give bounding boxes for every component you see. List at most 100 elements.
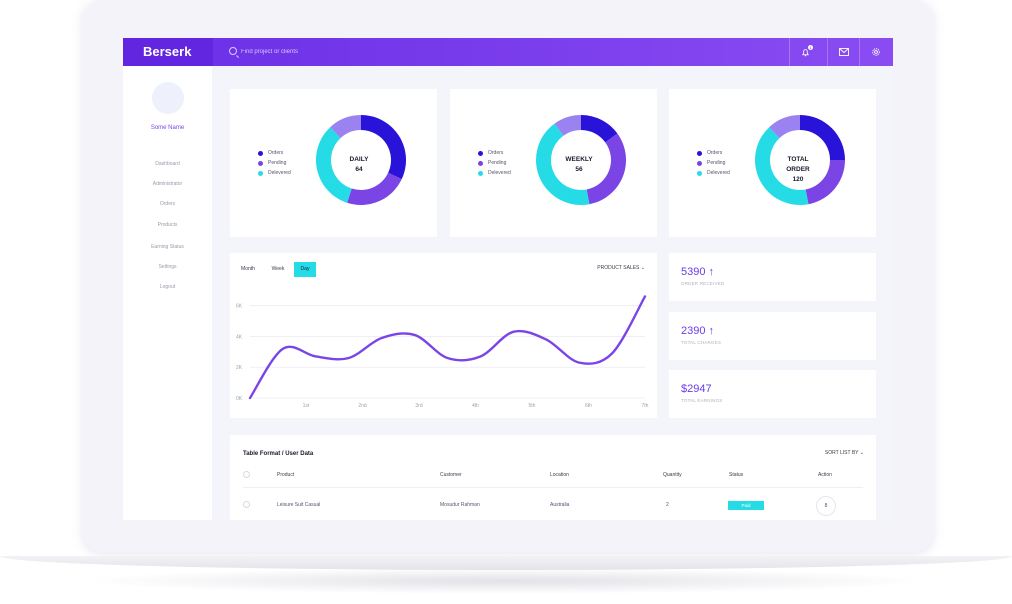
donut-slice-other xyxy=(330,115,362,139)
mail-icon xyxy=(838,48,849,56)
legend-item-delivered: Delevered xyxy=(697,168,730,178)
column-header-product[interactable]: Product xyxy=(277,472,295,478)
x-tick-label: 1st xyxy=(303,403,310,409)
donut-slice-delevered xyxy=(316,127,352,203)
donut-center-label: TOTAL ORDER 120 xyxy=(775,155,821,185)
legend-label: Orders xyxy=(268,150,284,156)
select-all-checkbox[interactable] xyxy=(243,471,250,478)
avatar[interactable] xyxy=(152,82,184,114)
sidebar-item-orders[interactable]: Orders xyxy=(159,201,176,207)
cell-customer: Mosudur Rahman xyxy=(440,502,480,508)
donut-slice-delevered xyxy=(755,127,809,205)
line-chart: 0K 2K 4K 6K 1st 2nd 3rd 4th 5th 6th 7th xyxy=(236,295,649,409)
legend-item-orders: Orders xyxy=(478,148,511,158)
legend-dot xyxy=(697,150,702,156)
sidebar-item-settings[interactable]: Settings xyxy=(158,264,177,270)
donut-chart-weekly xyxy=(536,115,626,205)
cell-quantity: 2 xyxy=(666,502,669,508)
sales-chart-card: Month Week Day PRODUCT SALES ⌄ 0K 2K 4K 6K 1… xyxy=(230,253,657,418)
donut-legend: Orders Pending Delevered xyxy=(478,148,511,178)
donut-slice-pending xyxy=(586,133,626,205)
stat-label: TOTAL EARNINGS xyxy=(681,398,723,403)
donut-slice-orders xyxy=(800,115,845,161)
legend-label: Orders xyxy=(707,150,723,156)
x-tick-label: 5th xyxy=(529,403,536,409)
donut-center-label: WEEKLY 56 xyxy=(556,155,602,175)
dropdown-label: PRODUCT SALES xyxy=(597,265,640,271)
stat-number: 5390 xyxy=(681,266,706,278)
tab-month[interactable]: Month xyxy=(241,266,255,272)
donut-legend: Orders Pending Delevered xyxy=(258,148,291,178)
sidebar-item-dashboard[interactable]: Dashboard xyxy=(155,161,180,167)
legend-item-orders: Orders xyxy=(697,148,730,158)
top-bar: Berserk 1 xyxy=(123,38,893,66)
legend-dot xyxy=(258,160,263,166)
stat-value: 5390 ↑ xyxy=(681,266,714,278)
gear-icon xyxy=(871,48,880,56)
legend-dot xyxy=(478,150,483,156)
user-name[interactable]: Some Name xyxy=(150,125,185,131)
sidebar-item-products[interactable]: Products xyxy=(157,222,178,228)
sidebar-item-administrator[interactable]: Administrator xyxy=(152,181,183,187)
donut-slice-other xyxy=(554,115,582,136)
product-sales-dropdown[interactable]: PRODUCT SALES ⌄ xyxy=(597,265,645,271)
donut-chart-daily xyxy=(316,115,406,205)
legend-dot xyxy=(697,160,702,166)
dashboard-screen: Berserk 1 xyxy=(123,38,893,520)
donut-card-weekly: Orders Pending Delevered WEEKLY 56 xyxy=(450,89,657,237)
legend-label: Pending xyxy=(268,160,287,166)
donut-slice-pending xyxy=(347,172,402,205)
cell-product: Leisure Suit Casual xyxy=(277,502,321,508)
donut-center-label: DAILY 64 xyxy=(336,155,382,175)
y-tick-label: 6K xyxy=(236,304,243,310)
brand-logo[interactable]: Berserk xyxy=(123,38,213,66)
chevron-down-icon: ⌄ xyxy=(859,450,864,456)
cell-location: Australia xyxy=(550,502,570,508)
stat-label: TOTAL CHARGES xyxy=(681,340,722,345)
chevron-down-icon: ⌄ xyxy=(640,265,645,271)
sort-list-dropdown[interactable]: SORT LIST BY ⌄ xyxy=(825,450,864,456)
legend-label: Delevered xyxy=(268,170,291,176)
donut-title: TOTAL ORDER xyxy=(786,156,810,173)
mail-button[interactable] xyxy=(827,38,859,66)
column-header-customer[interactable]: Customer xyxy=(440,472,462,478)
donut-chart-total-order xyxy=(755,115,845,205)
tab-day[interactable]: Day xyxy=(294,262,316,277)
sidebar-item-earning-status[interactable]: Earning Status xyxy=(151,244,184,250)
legend-label: Orders xyxy=(488,150,504,156)
row-action-button[interactable]: 8 xyxy=(816,496,836,516)
column-header-status[interactable]: Status xyxy=(729,472,744,478)
y-tick-label: 2K xyxy=(236,365,243,371)
legend-label: Pending xyxy=(707,160,726,166)
sidebar: Some Name Dashboard Administrator Orders… xyxy=(123,66,212,520)
donut-slice-pending xyxy=(805,160,845,205)
legend-dot xyxy=(478,170,483,176)
search-input[interactable] xyxy=(241,44,541,60)
stat-number: 2390 xyxy=(681,325,706,337)
row-checkbox[interactable] xyxy=(243,501,250,508)
legend-label: Delevered xyxy=(707,170,730,176)
tab-week[interactable]: Week xyxy=(271,266,285,272)
donut-slice-orders xyxy=(361,115,406,180)
x-tick-label: 6th xyxy=(585,403,592,409)
donut-value: 120 xyxy=(792,176,804,183)
stat-card-order-received: 5390 ↑ ORDER RECEIVED xyxy=(669,253,876,301)
sidebar-item-logout[interactable]: Logout xyxy=(159,284,176,290)
column-header-location[interactable]: Location xyxy=(550,472,569,478)
donut-slice-delevered xyxy=(536,123,590,205)
stat-card-total-earnings: $2947 TOTAL EARNINGS xyxy=(669,370,876,418)
settings-button[interactable] xyxy=(859,38,891,66)
table-title: Table Format / User Data xyxy=(243,451,314,457)
column-header-quantity[interactable]: Quantity xyxy=(663,472,682,478)
x-tick-label: 4th xyxy=(472,403,479,409)
legend-dot xyxy=(258,170,263,176)
donut-card-total-order: Orders Pending Delevered TOTAL ORDER 120 xyxy=(669,89,876,237)
notification-badge: 1 xyxy=(808,45,813,50)
stat-label: ORDER RECEIVED xyxy=(681,281,725,286)
user-data-table: Table Format / User Data SORT LIST BY ⌄ … xyxy=(230,435,876,520)
donut-slice-other xyxy=(769,115,801,139)
laptop-base xyxy=(0,556,1012,570)
notifications-button[interactable]: 1 xyxy=(789,38,821,66)
column-header-action[interactable]: Action xyxy=(818,472,832,478)
bell-icon xyxy=(802,48,809,56)
